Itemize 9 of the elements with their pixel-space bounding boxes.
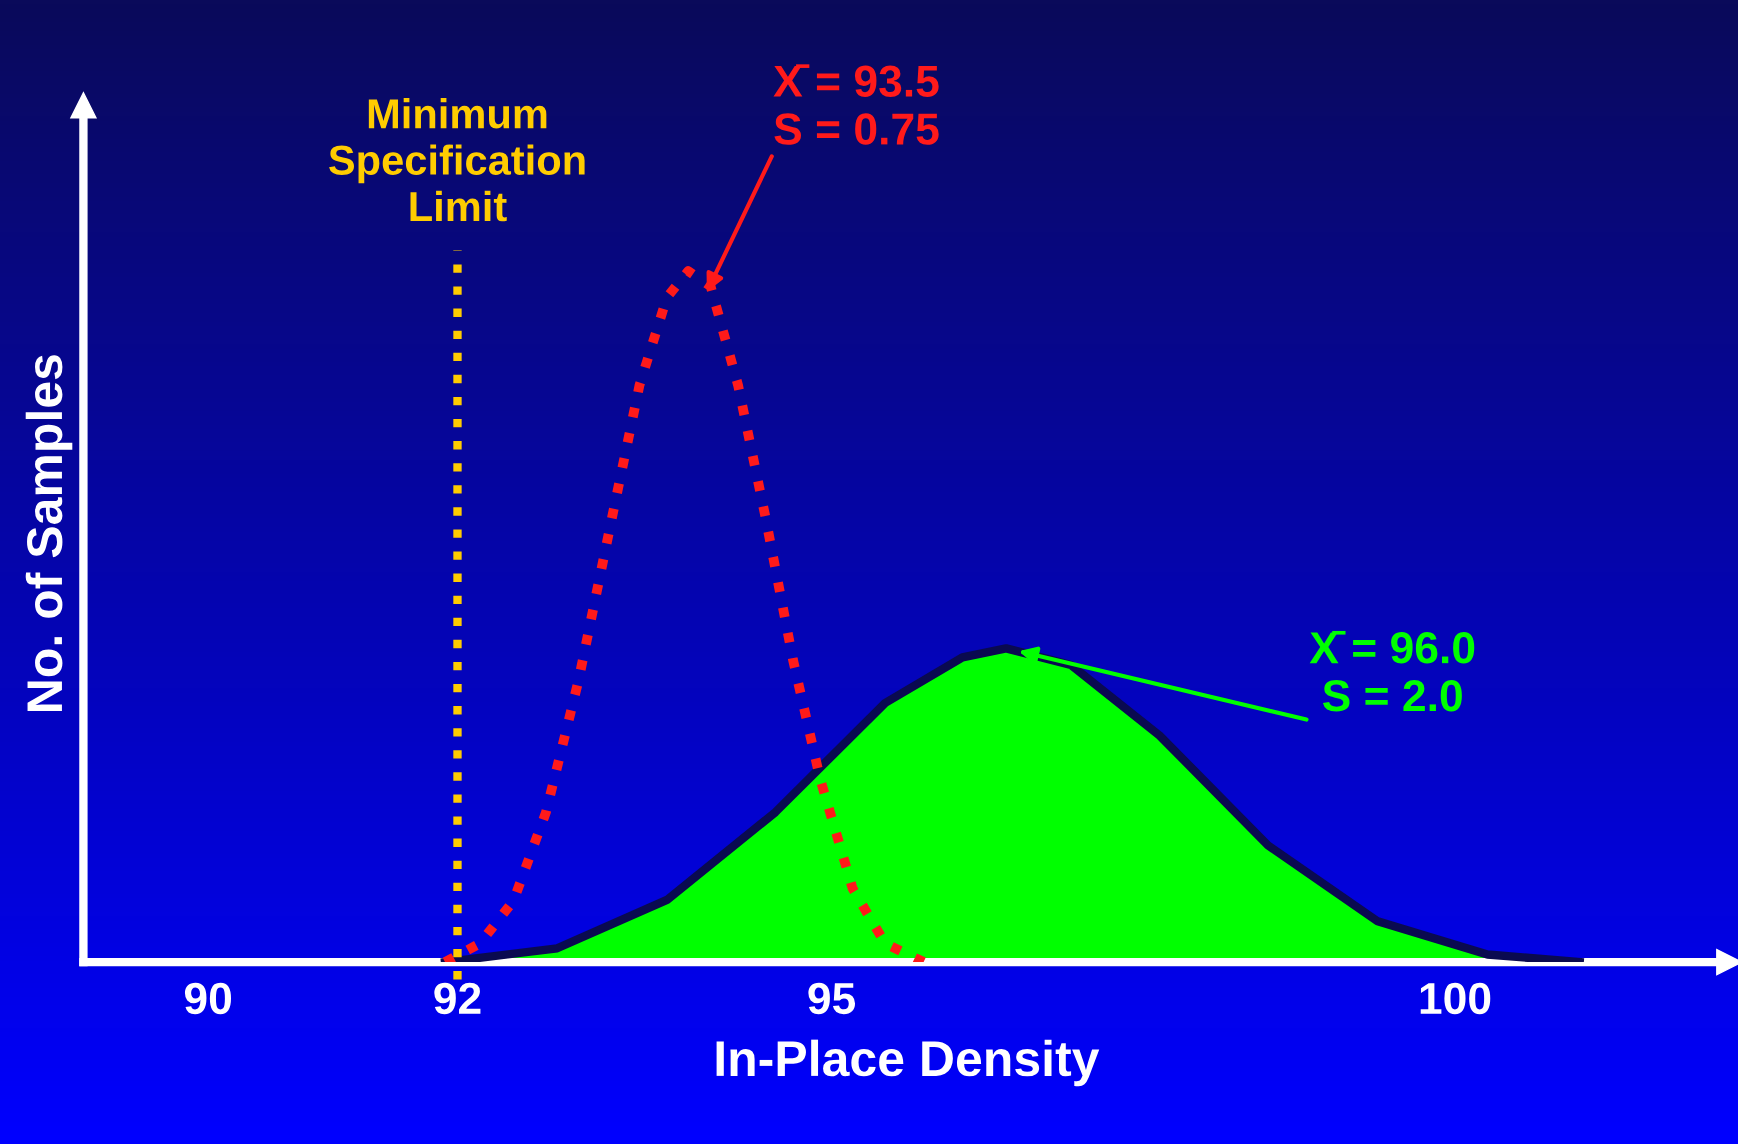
ref-line-label: Minimum Specification Limit: [329, 98, 585, 222]
x-tick-label: 92: [434, 982, 481, 1015]
x-tick-label: 95: [808, 982, 856, 1015]
annotation: X̄ = 93.5 S = 0.75: [773, 64, 939, 145]
annotation: X̄ = 96.0 S = 2.0: [1309, 630, 1475, 712]
x-tick-label: 90: [184, 982, 232, 1015]
x-tick-label: 100: [1420, 982, 1491, 1015]
x-axis-title: In-Place Density: [716, 1039, 1100, 1087]
y-axis-title: No. of Samples: [25, 355, 73, 711]
